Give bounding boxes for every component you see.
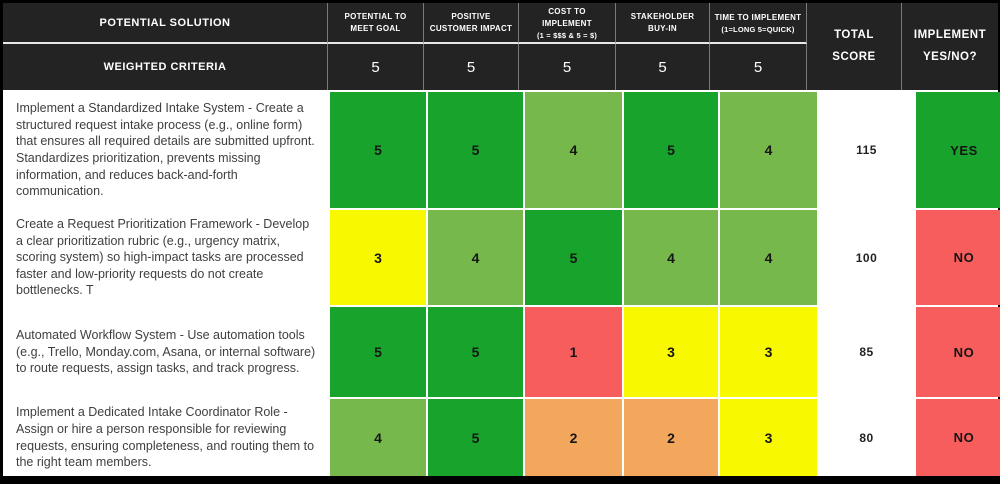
solution-cell[interactable]: Implement a Dedicated Intake Coordinator… — [3, 399, 328, 476]
solution-cell[interactable]: Automated Workflow System - Use automati… — [3, 307, 328, 397]
header-label: TOTAL SCORE — [832, 28, 876, 63]
score-value: 4 — [764, 249, 773, 266]
header-label: TIME TO IMPLEMENT — [714, 12, 802, 22]
solution-text: Create a Request Prioritization Framewor… — [16, 216, 310, 298]
score-value: 5 — [471, 142, 480, 158]
score-cell[interactable]: 3 — [330, 210, 426, 305]
decision-cell[interactable]: NO — [916, 399, 1000, 476]
score-cell[interactable]: 5 — [428, 307, 523, 397]
score-value: 3 — [764, 429, 773, 446]
score-cell[interactable]: 5 — [330, 92, 426, 208]
weight-cell[interactable]: 5 — [424, 44, 519, 90]
score-value: 2 — [667, 429, 675, 446]
score-cell[interactable]: 5 — [525, 210, 622, 305]
score-cell[interactable]: 4 — [428, 210, 523, 305]
score-cell[interactable]: 5 — [428, 92, 523, 208]
score-value: 3 — [374, 249, 382, 266]
weight-value: 5 — [658, 58, 667, 76]
score-value: 4 — [764, 142, 773, 158]
solution-text: Implement a Standardized Intake System -… — [16, 101, 315, 199]
header-cell-implement[interactable]: IMPLEMENT YES/NO? — [902, 3, 998, 90]
total-score-cell[interactable]: 100 — [819, 210, 914, 305]
score-value: 4 — [667, 249, 675, 266]
score-cell[interactable]: 5 — [428, 399, 523, 476]
solution-text: Implement a Dedicated Intake Coordinator… — [16, 405, 315, 470]
weight-cell[interactable]: 5 — [519, 44, 616, 90]
header-label: POTENTIAL TO MEET GOAL — [344, 11, 407, 33]
weight-cell[interactable]: 5 — [616, 44, 710, 90]
header-sublabel: (1 = $$$ & 5 = $) — [536, 30, 598, 40]
score-value: 1 — [569, 344, 578, 360]
score-value: 3 — [764, 344, 773, 360]
solution-cell[interactable]: Create a Request Prioritization Framewor… — [3, 210, 328, 305]
score-cell[interactable]: 3 — [720, 307, 817, 397]
weight-value: 5 — [371, 58, 380, 76]
score-value: 5 — [374, 344, 382, 360]
score-cell[interactable]: 4 — [330, 399, 426, 476]
weight-cell[interactable]: 5 — [328, 44, 424, 90]
header-cell-time-to-implement[interactable]: TIME TO IMPLEMENT (1=LONG 5=QUICK) — [710, 3, 807, 44]
score-cell[interactable]: 1 — [525, 307, 622, 397]
header-label: POTENTIAL SOLUTION — [99, 16, 231, 29]
header-cell-total-score[interactable]: TOTAL SCORE — [807, 3, 902, 90]
score-value: 5 — [667, 142, 675, 158]
score-cell[interactable]: 3 — [624, 307, 718, 397]
weight-cell[interactable]: 5 — [710, 44, 807, 90]
header-label: WEIGHTED CRITERIA — [103, 61, 227, 73]
header-cell-cost-to-implement[interactable]: COST TO IMPLEMENT (1 = $$$ & 5 = $) — [519, 3, 616, 44]
decision-matrix-table: POTENTIAL SOLUTION POTENTIAL TO MEET GOA… — [3, 3, 1000, 476]
score-value: 5 — [374, 142, 382, 158]
total-score-cell[interactable]: 115 — [819, 92, 914, 208]
header-cell-potential-to-meet-goal[interactable]: POTENTIAL TO MEET GOAL — [328, 3, 424, 44]
total-value: 100 — [855, 250, 878, 265]
decision-cell[interactable]: NO — [916, 307, 1000, 397]
score-cell[interactable]: 2 — [525, 399, 622, 476]
weight-value: 5 — [753, 58, 763, 76]
solution-text: Automated Workflow System - Use automati… — [16, 328, 316, 376]
solution-cell[interactable]: Implement a Standardized Intake System -… — [3, 92, 328, 208]
weight-value: 5 — [562, 58, 572, 76]
score-cell[interactable]: 5 — [330, 307, 426, 397]
decision-value: NO — [953, 250, 975, 265]
weight-value: 5 — [466, 58, 476, 76]
score-value: 4 — [569, 142, 578, 158]
header-cell-potential-solution[interactable]: POTENTIAL SOLUTION — [3, 3, 328, 44]
total-value: 85 — [859, 345, 874, 359]
decision-value: YES — [950, 142, 978, 158]
score-cell[interactable]: 2 — [624, 399, 718, 476]
decision-cell[interactable]: NO — [916, 210, 1000, 305]
score-cell[interactable]: 4 — [525, 92, 622, 208]
score-value: 5 — [471, 429, 480, 446]
header-cell-weighted-criteria[interactable]: WEIGHTED CRITERIA — [3, 44, 328, 90]
header-label: POSITIVE CUSTOMER IMPACT — [429, 11, 513, 33]
total-score-cell[interactable]: 80 — [819, 399, 914, 476]
score-cell[interactable]: 4 — [720, 92, 817, 208]
decision-cell[interactable]: YES — [916, 92, 1000, 208]
table-header: POTENTIAL SOLUTION POTENTIAL TO MEET GOA… — [3, 3, 998, 90]
total-score-cell[interactable]: 85 — [819, 307, 914, 397]
header-cell-positive-customer-impact[interactable]: POSITIVE CUSTOMER IMPACT — [424, 3, 519, 44]
total-value: 80 — [859, 430, 874, 445]
score-cell[interactable]: 3 — [720, 399, 817, 476]
score-value: 2 — [569, 429, 578, 446]
header-label-line2: YES/NO? — [923, 50, 977, 63]
header-label: STAKEHOLDER BUY-IN — [630, 11, 695, 33]
score-value: 4 — [374, 429, 382, 446]
header-label: COST TO IMPLEMENT — [542, 6, 592, 28]
score-cell[interactable]: 4 — [720, 210, 817, 305]
score-cell[interactable]: 5 — [624, 92, 718, 208]
decision-value: NO — [953, 344, 975, 360]
score-cell[interactable]: 4 — [624, 210, 718, 305]
header-sublabel: (1=LONG 5=QUICK) — [721, 24, 795, 34]
header-cell-stakeholder-buy-in[interactable]: STAKEHOLDER BUY-IN — [616, 3, 710, 44]
table-body: Implement a Standardized Intake System -… — [3, 90, 1000, 476]
score-value: 3 — [667, 344, 675, 360]
score-value: 5 — [471, 344, 480, 360]
score-value: 4 — [471, 249, 480, 266]
decision-value: NO — [953, 430, 975, 445]
header-label-line1: IMPLEMENT — [913, 28, 987, 41]
score-value: 5 — [569, 249, 578, 266]
total-value: 115 — [856, 143, 877, 157]
